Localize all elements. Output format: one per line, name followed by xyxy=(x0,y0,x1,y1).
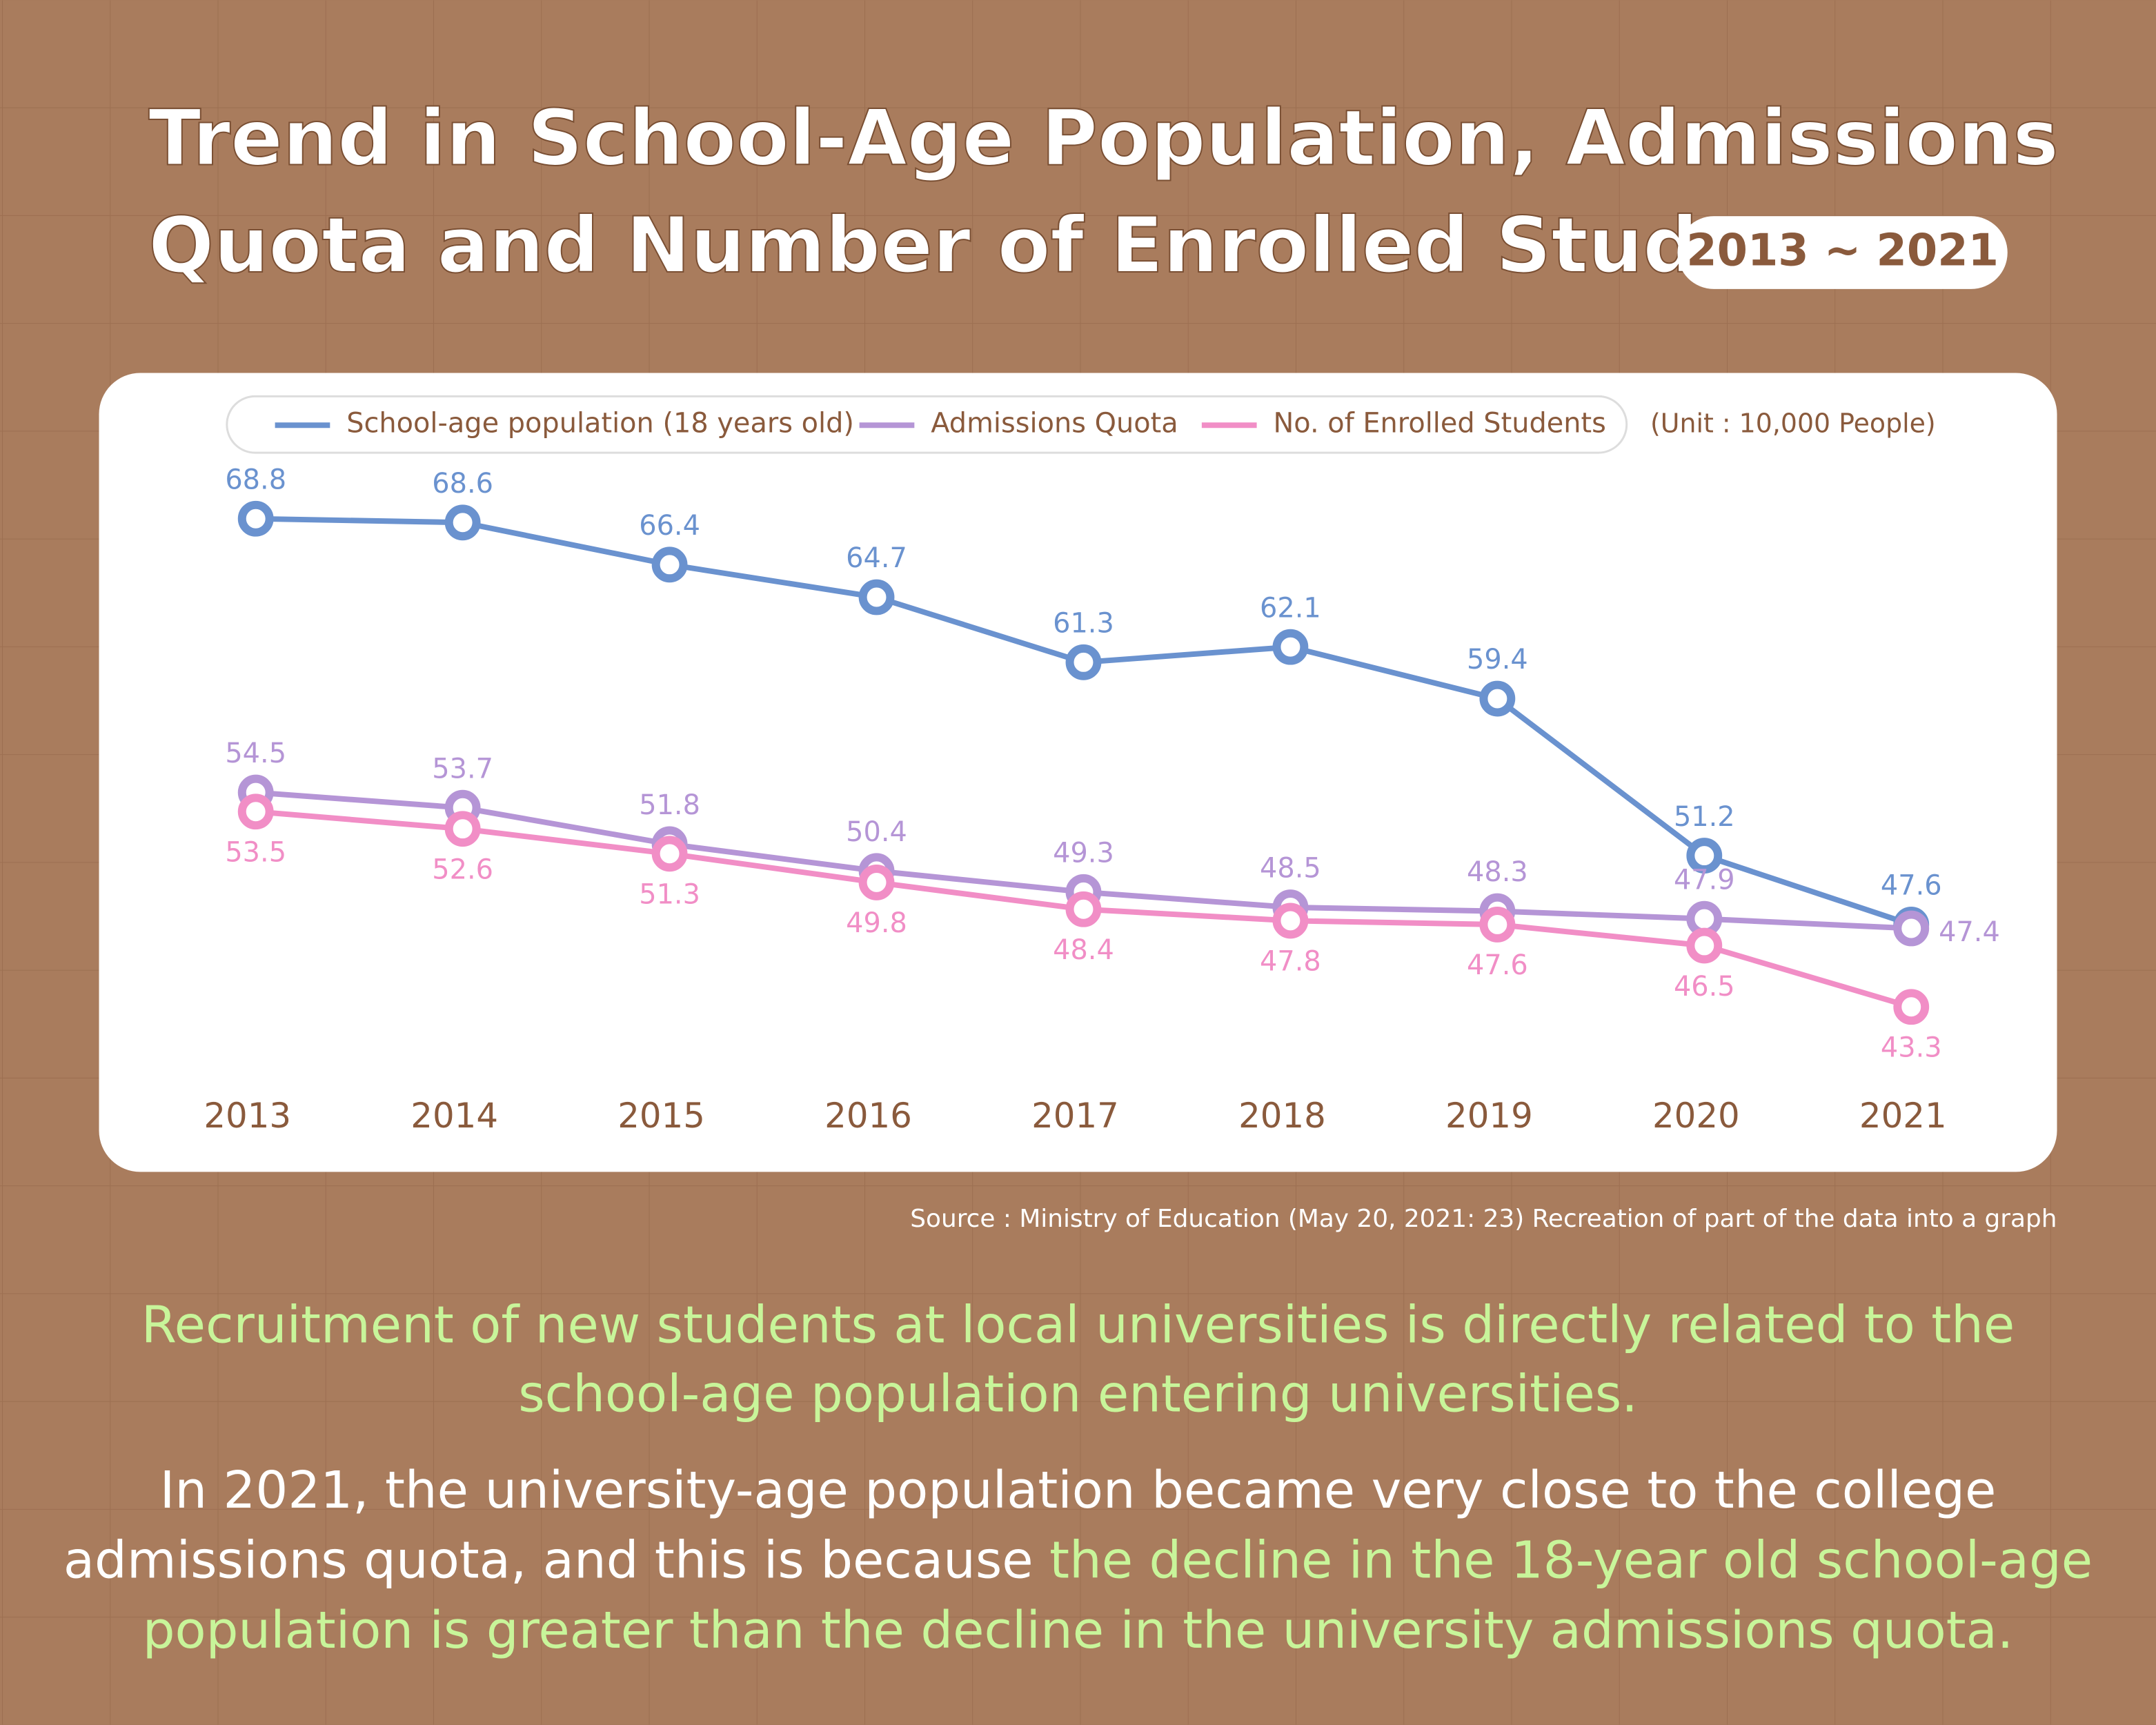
body-span: In 2021, the university-age population b… xyxy=(160,1461,1997,1520)
data-label: 51.8 xyxy=(639,789,700,821)
data-label: 48.5 xyxy=(1260,853,1321,885)
data-point xyxy=(1272,903,1309,939)
headline: Recruitment of new students at local uni… xyxy=(141,1297,2015,1355)
data-point xyxy=(1893,989,1930,1025)
title-line: Trend in School-Age Population, Admissio… xyxy=(148,93,2059,183)
x-tick-label: 2021 xyxy=(1859,1096,1947,1136)
data-point xyxy=(237,793,274,830)
data-label: 61.3 xyxy=(1053,608,1114,640)
data-point xyxy=(237,500,274,537)
data-label: 49.3 xyxy=(1053,837,1114,869)
data-point xyxy=(651,836,688,872)
body-span: admissions quota, and this is because xyxy=(63,1531,1049,1590)
data-point xyxy=(1893,910,1930,947)
data-point xyxy=(1479,907,1516,943)
data-label: 43.3 xyxy=(1881,1032,1942,1064)
legend-label: Admissions Quota xyxy=(931,408,1178,440)
x-tick-label: 2019 xyxy=(1445,1096,1533,1136)
data-point xyxy=(1686,838,1723,874)
body-line: admissions quota, and this is because th… xyxy=(63,1531,2093,1590)
legend-label: No. of Enrolled Students xyxy=(1274,408,1606,440)
data-label: 49.8 xyxy=(846,907,907,939)
unit-label: (Unit : 10,000 People) xyxy=(1650,408,1936,439)
data-label: 47.8 xyxy=(1260,946,1321,978)
body-span: the decline in the 18-year old school-ag… xyxy=(1049,1531,2093,1590)
data-point xyxy=(1686,927,1723,964)
body-span: population is greater than the decline i… xyxy=(143,1601,2014,1660)
badge xyxy=(1677,216,2008,289)
data-point xyxy=(1272,629,1309,665)
data-point xyxy=(858,865,895,900)
data-label: 59.4 xyxy=(1467,644,1528,676)
data-label: 54.5 xyxy=(225,738,286,769)
data-label: 62.1 xyxy=(1260,592,1321,624)
body-line: population is greater than the decline i… xyxy=(143,1601,2014,1660)
data-point xyxy=(1065,891,1102,927)
data-point xyxy=(651,546,688,583)
data-label: 48.4 xyxy=(1053,934,1114,966)
data-label: 47.6 xyxy=(1881,870,1942,902)
source: Source : Ministry of Education (May 20, … xyxy=(910,1205,2057,1233)
data-point xyxy=(1065,644,1102,680)
x-tick-label: 2017 xyxy=(1031,1096,1119,1136)
legend-box xyxy=(226,395,1628,454)
data-label: 51.3 xyxy=(639,879,700,911)
headline: school-age population entering universit… xyxy=(518,1365,1638,1423)
x-tick-label: 2020 xyxy=(1652,1096,1740,1136)
data-label: 50.4 xyxy=(846,816,907,848)
data-label: 46.5 xyxy=(1674,971,1735,1003)
data-label: 47.4 xyxy=(1939,916,2000,948)
body-text: In 2021, the university-age population b… xyxy=(63,1461,2093,1660)
data-label: 52.6 xyxy=(432,854,493,886)
x-tick-label: 2013 xyxy=(204,1096,291,1136)
data-label: 51.2 xyxy=(1674,801,1735,833)
data-label: 66.4 xyxy=(639,510,700,542)
data-label: 53.7 xyxy=(432,753,493,785)
badge-text: 2013 ~ 2021 xyxy=(1686,226,1999,277)
data-label: 68.8 xyxy=(225,464,286,495)
data-label: 47.9 xyxy=(1674,864,1735,896)
body-line: In 2021, the university-age population b… xyxy=(160,1461,1997,1520)
data-label: 68.6 xyxy=(432,468,493,500)
data-label: 64.7 xyxy=(846,542,907,574)
data-point xyxy=(1479,680,1516,717)
data-label: 53.5 xyxy=(225,837,286,869)
data-point xyxy=(858,579,895,615)
data-point xyxy=(444,504,481,541)
x-tick-label: 2014 xyxy=(411,1096,498,1136)
legend-label: School-age population (18 years old) xyxy=(346,408,854,440)
x-tick-label: 2018 xyxy=(1238,1096,1326,1136)
data-point xyxy=(444,811,481,847)
data-label: 48.3 xyxy=(1467,856,1528,888)
chart-card xyxy=(99,373,2057,1172)
x-tick-label: 2016 xyxy=(824,1096,912,1136)
data-label: 47.6 xyxy=(1467,949,1528,981)
title-line: Quota and Number of Enrolled Students xyxy=(148,201,1888,290)
x-tick-label: 2015 xyxy=(617,1096,705,1136)
